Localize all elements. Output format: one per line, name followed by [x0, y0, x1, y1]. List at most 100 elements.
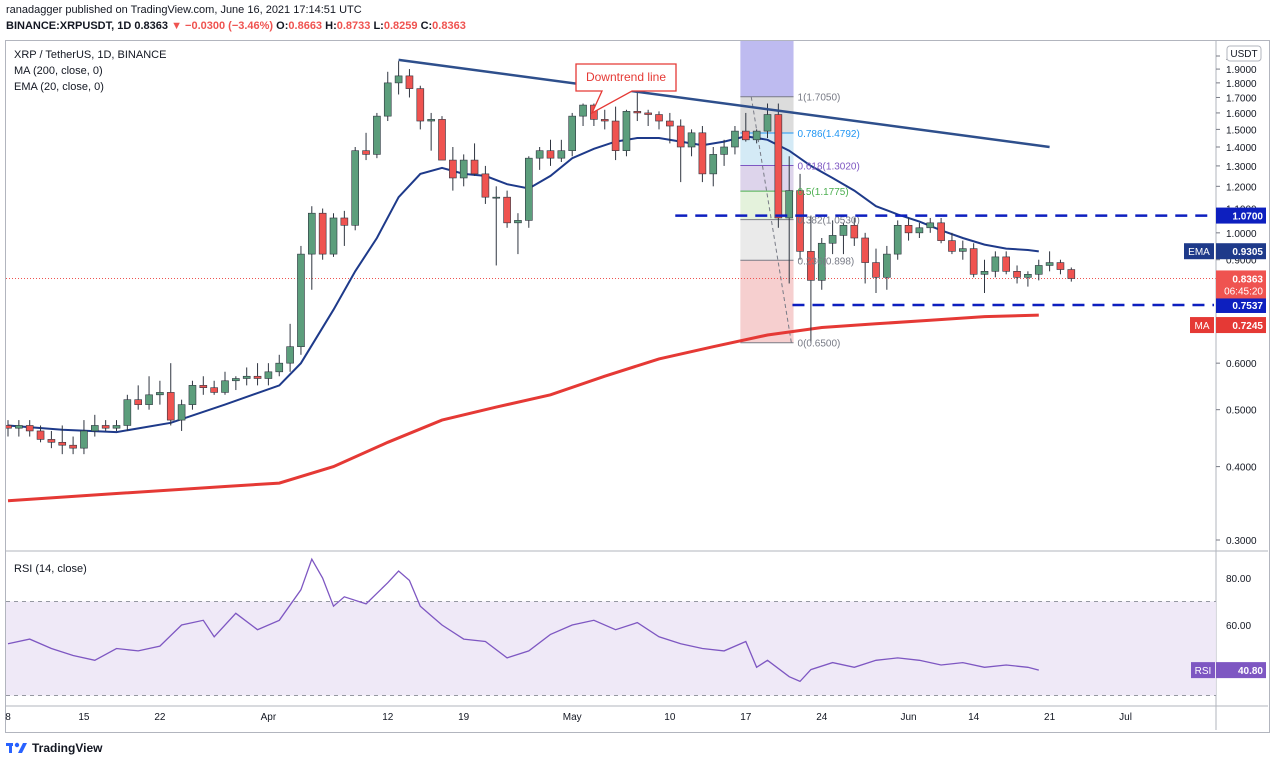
- currency-badge-label: USDT: [1230, 49, 1257, 60]
- time-tick-label: 12: [382, 712, 394, 723]
- candle-body: [1056, 262, 1065, 270]
- candle-body: [362, 150, 370, 155]
- candle-body: [166, 392, 175, 421]
- candle-body: [242, 375, 251, 379]
- candle-body: [948, 240, 956, 252]
- chart-frame: [5, 40, 1270, 733]
- candle-body: [937, 222, 945, 241]
- price-tick-label: 1.6000: [1226, 109, 1257, 120]
- rsi-tick-label: 80.00: [1226, 574, 1251, 585]
- ma200-line: [7, 313, 1039, 503]
- candle-body: [318, 212, 327, 255]
- time-tick-label: 24: [816, 712, 828, 723]
- time-axis[interactable]: 8 15 22 Apr 12 19 May 10 17 24 Jun 14 21 Jul: [5, 712, 1132, 723]
- candle-body: [1045, 262, 1054, 266]
- open-label: O:: [276, 20, 289, 32]
- candle-body: [741, 130, 750, 141]
- candle-body: [893, 224, 902, 255]
- candle-body: [15, 425, 23, 429]
- ema-price-tag-bg: [1216, 243, 1266, 260]
- candle-body: [535, 150, 544, 159]
- candle-body: [958, 248, 967, 252]
- candle-body: [232, 378, 240, 382]
- candle-body: [481, 173, 490, 198]
- open-value: 0.8663: [288, 20, 323, 32]
- candle-body: [36, 430, 45, 440]
- candle-body: [340, 217, 349, 226]
- candle-body: [655, 114, 663, 122]
- rsi-band: [6, 601, 1216, 696]
- candle-body: [492, 196, 501, 199]
- downtrend-callout-label: Downtrend line: [586, 70, 666, 84]
- rsi-panel: 80.00 60.00 RSI 40.80: [6, 557, 1266, 696]
- price-tick-label: 1.2000: [1226, 182, 1257, 193]
- candle-body: [416, 88, 425, 122]
- candle-body: [405, 75, 414, 89]
- candle-body: [199, 385, 208, 388]
- close-value: 0.8363: [432, 20, 466, 32]
- candle-body: [449, 159, 457, 179]
- fib-upper-shade: [740, 41, 794, 97]
- candle-body: [904, 224, 913, 234]
- fib-band: [740, 165, 794, 192]
- candle-body: [210, 387, 218, 393]
- candle-body: [47, 439, 56, 443]
- candle-body: [785, 190, 794, 219]
- price-tick-label: 1.8000: [1226, 79, 1257, 90]
- ema20-line: [7, 135, 1039, 434]
- price-tick-label: 1.4000: [1226, 143, 1257, 154]
- candle-body: [807, 251, 815, 281]
- candle-body: [720, 146, 728, 155]
- candle-body: [459, 159, 468, 179]
- price-tick-label: 1.0000: [1226, 229, 1257, 240]
- candle-body: [329, 217, 338, 255]
- candle-body: [177, 404, 186, 421]
- time-tick-label: 14: [968, 712, 980, 723]
- time-tick-label: 8: [5, 712, 11, 723]
- time-tick-label: May: [563, 712, 582, 723]
- candle-body: [687, 132, 696, 148]
- candle-body: [188, 385, 197, 405]
- high-label: H:: [325, 20, 337, 32]
- rsi-line: [7, 557, 1039, 683]
- candle-body: [6, 425, 12, 429]
- change-text: −0.0300 (−3.46%): [185, 20, 274, 32]
- candle-body: [351, 150, 360, 226]
- candle-body: [134, 399, 142, 405]
- change-arrow-icon: ▼: [171, 20, 182, 32]
- candle-body: [774, 114, 783, 219]
- candle-body: [644, 112, 652, 115]
- fib-level-label: 0.786(1.4792): [798, 129, 860, 140]
- candle-body: [839, 224, 848, 236]
- fib-level-label: 0.236(0.898): [798, 256, 855, 267]
- ma-name-tag-bg: [1190, 317, 1214, 334]
- tradingview-logo[interactable]: TradingView: [6, 738, 102, 758]
- time-tick-label: Apr: [261, 712, 277, 723]
- candle-body: [796, 190, 804, 252]
- time-tick-label: 10: [664, 712, 676, 723]
- candle-body: [676, 125, 685, 148]
- time-tick-label: Jun: [900, 712, 916, 723]
- candle-body: [926, 222, 935, 229]
- candle-body: [112, 425, 121, 429]
- candle-body: [709, 154, 718, 175]
- legend-rsi: RSI (14, close): [14, 563, 87, 575]
- support-price-tag: 0.7537: [1232, 301, 1263, 312]
- candle-body: [383, 82, 392, 117]
- candle-body: [145, 394, 153, 405]
- rsi-value-tag-bg: [1216, 662, 1266, 679]
- candle-body: [969, 248, 978, 275]
- candle-body: [883, 253, 891, 278]
- fib-level-label: 0(0.6500): [798, 339, 841, 350]
- candle-body: [221, 380, 229, 393]
- time-tick-label: 22: [154, 712, 166, 723]
- candle-body: [253, 375, 262, 379]
- resistance-price-tag: 1.0700: [1232, 212, 1263, 223]
- time-tick-label: 19: [458, 712, 470, 723]
- time-tick-label: 21: [1044, 712, 1056, 723]
- candle-body: [286, 346, 294, 364]
- candle-body: [731, 130, 739, 148]
- candle-body: [611, 120, 620, 151]
- ema-name-tag-bg: [1184, 243, 1214, 260]
